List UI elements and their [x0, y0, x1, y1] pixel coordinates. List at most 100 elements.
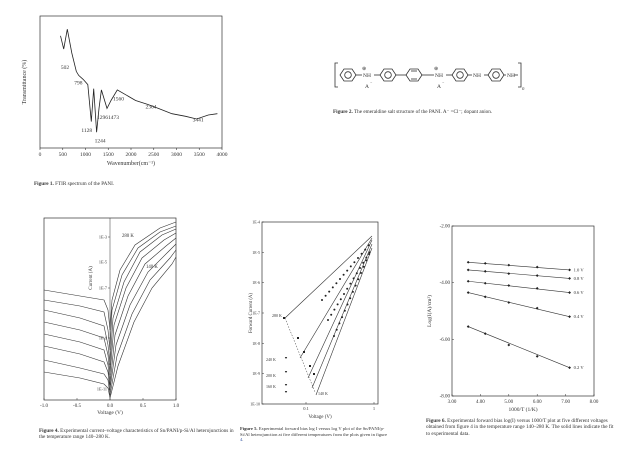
- figure6-caption-text: Experimental forward bias log(I) versus …: [426, 418, 614, 437]
- figure2-caption: Figure 2. The emeraldine salt structure …: [333, 109, 603, 115]
- fig6-y-tick-label: -8.00: [440, 395, 451, 400]
- fig4-y-axis-label: Current (A): [89, 266, 94, 290]
- fig4-x-tick-label: 0.5: [140, 404, 147, 409]
- fig5-label-140k: 140 K: [318, 391, 328, 396]
- fig6-data-point: [466, 325, 470, 328]
- fig4-iv-curve: [43, 225, 177, 351]
- fig4-y-tick-label: 1E-7: [99, 286, 107, 291]
- fig5-y-tick-label: 1E-9: [252, 371, 260, 376]
- ftir-x-tick-label: 0: [39, 152, 42, 158]
- fig6-y-tick-label: -6.00: [440, 338, 451, 343]
- fig5-y-tick-label: 1E-4: [252, 220, 260, 225]
- fig5-fit-line: [311, 243, 373, 389]
- figure4-caption-text: Experimental current–voltage characteris…: [39, 428, 234, 441]
- figure5-caption: Figure 5. Experimental forward bias log …: [240, 426, 387, 443]
- fig5-data-point: [362, 261, 365, 264]
- fig5-data-point: [284, 371, 288, 373]
- ftir-spectrum-line: [60, 29, 218, 133]
- fig6-data-point: [466, 279, 470, 283]
- fig5-fit-line: [299, 237, 373, 359]
- fig5-y-axis-label: Forward Current (A): [249, 293, 254, 333]
- fig5-data-point: [364, 248, 367, 251]
- fig4-iv-curve: [43, 243, 177, 391]
- ftir-x-tick-label: 1000: [80, 152, 91, 158]
- ftir-peak-label: 1128: [81, 128, 92, 134]
- fig6-data-point: [535, 306, 539, 310]
- fig6-data-point: [483, 281, 487, 285]
- fig5-data-point: [343, 309, 346, 312]
- fig6-data-point: [535, 286, 539, 290]
- fig5-data-point: [365, 256, 368, 259]
- figure2-caption-text: The emeraldine salt structure of the PAN…: [354, 109, 493, 115]
- fig6-data-point: [466, 291, 470, 294]
- fig5-label-160k: 160 K: [266, 384, 276, 389]
- fig5-x-axis-label: Voltage (V): [308, 415, 332, 420]
- fig5-data-point: [349, 282, 352, 285]
- fig6-data-point: [483, 295, 487, 299]
- ftir-x-tick-label: 2000: [126, 152, 137, 158]
- fig5-data-point: [341, 316, 344, 319]
- fig6-x-tick-label: 7.00: [561, 400, 570, 405]
- ftir-x-tick-label: 500: [59, 152, 68, 158]
- fig5-x-tick-label: 0.1: [303, 406, 309, 411]
- fig5-x-tick-label: 1: [373, 406, 375, 411]
- fig5-data-point: [328, 290, 331, 293]
- fig5-data-point: [357, 257, 359, 259]
- fig5-data-point: [330, 313, 333, 316]
- fig6-data-point: [568, 315, 571, 319]
- ftir-peak-label: 3441: [193, 118, 204, 124]
- fig4-iv-curve: [43, 228, 177, 366]
- figure5-caption-ref[interactable]: 4: [240, 437, 243, 443]
- figure2-caption-label: Figure 2.: [333, 109, 353, 115]
- fig6-series-label: 0.6 V: [574, 290, 585, 295]
- ftir-x-tick-label: 4000: [217, 152, 228, 158]
- fig5-data-point: [335, 328, 338, 331]
- fig6-data-point: [568, 291, 571, 294]
- fig6-data-point: [483, 332, 487, 336]
- fig5-data-point: [339, 298, 342, 301]
- figure6-caption-label: Figure 6.: [426, 418, 446, 424]
- fig5-data-point: [338, 322, 341, 325]
- ftir-peak-label: 1244: [95, 139, 106, 145]
- fig5-data-point: [362, 265, 365, 268]
- ftir-peak-label: 1473: [108, 115, 119, 121]
- fig6-fit-line: [468, 292, 570, 317]
- figure1-caption: Figure 1. FTIR spectrum of the PANI.: [34, 181, 254, 187]
- fig5-y-tick-label: 1E-8: [252, 341, 260, 346]
- fig5-data-point: [303, 351, 305, 353]
- fig6-y-tick-label: -2.00: [440, 225, 451, 230]
- fig5-data-point: [359, 267, 361, 269]
- fig4-iv-curve: [43, 232, 177, 376]
- fig6-data-point: [466, 268, 470, 272]
- fig6-data-point: [507, 301, 511, 304]
- fig6-x-tick-label: 4.00: [476, 400, 485, 405]
- fig5-data-point: [365, 259, 368, 262]
- nh-label-2: NH: [435, 73, 443, 79]
- fig4-label-280k: 280 K: [122, 234, 134, 239]
- ftir-x-tick-label: 2500: [148, 152, 159, 158]
- fig5-data-point: [327, 319, 329, 321]
- fig5-label-240k: 240 K: [266, 357, 276, 362]
- fig5-data-point: [349, 297, 352, 300]
- fig5-data-point: [351, 290, 354, 293]
- fig4-x-tick-label: 1.0: [173, 404, 180, 409]
- fig4-iv-curve: [43, 256, 177, 399]
- figure6-caption: Figure 6. Experimental forward bias log(…: [426, 418, 616, 437]
- fig5-data-point: [342, 273, 345, 276]
- ftir-y-axis-label: Transmittance (%): [21, 60, 28, 105]
- fig5-data-point: [368, 253, 371, 256]
- fig6-x-tick-label: 3.00: [448, 400, 457, 405]
- fig5-data-point: [283, 317, 285, 319]
- fig5-data-point: [367, 244, 370, 247]
- fig5-data-point: [360, 252, 363, 255]
- ftir-peak-label: 2364: [146, 104, 157, 110]
- fig6-data-point: [507, 343, 511, 347]
- fig5-data-point: [360, 272, 362, 274]
- fig5-data-point: [284, 357, 288, 359]
- anion-label-1: A: [365, 84, 369, 90]
- anion-minus-1: ⁻: [370, 81, 373, 86]
- fig5-data-point: [349, 265, 352, 268]
- fig6-series-label: 0.2 V: [574, 365, 585, 370]
- fig5-y-tick-label: 1E-6: [252, 280, 260, 285]
